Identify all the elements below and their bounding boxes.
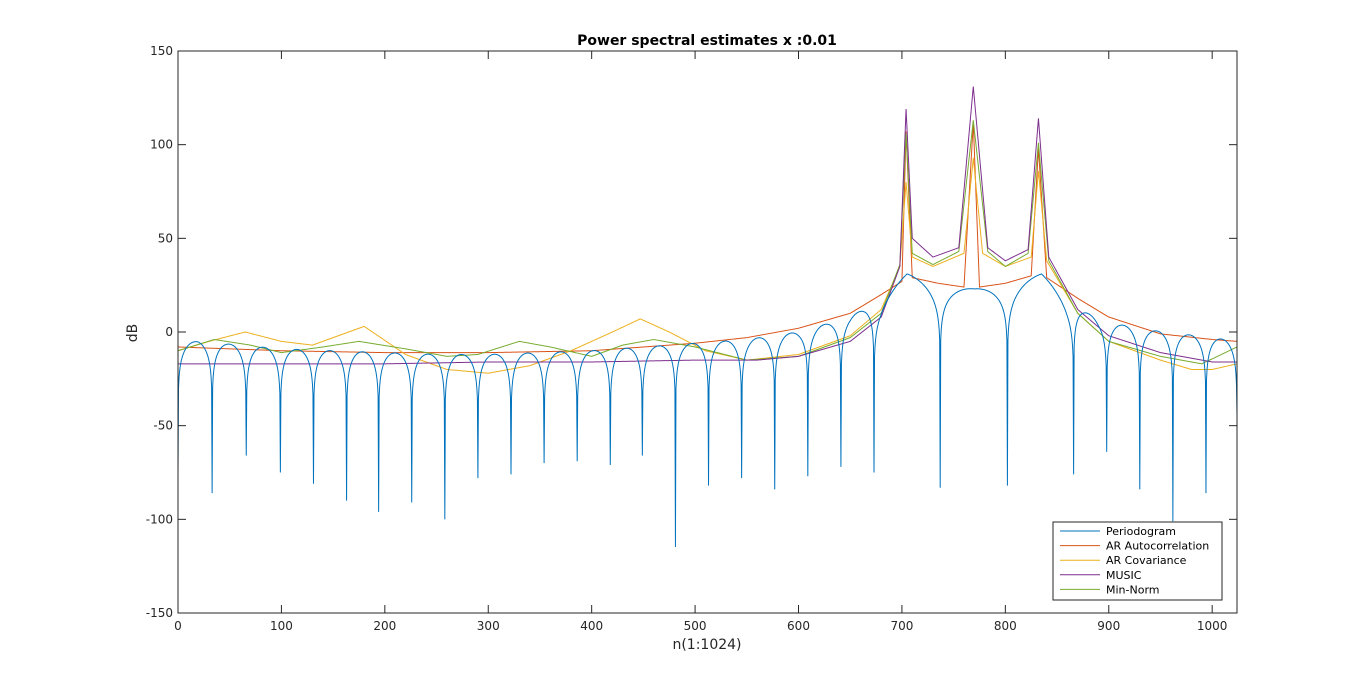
series-layer	[178, 86, 1237, 547]
x-tick-label: 700	[890, 619, 913, 633]
y-tick-label: -50	[153, 419, 173, 433]
x-tick-label: 100	[270, 619, 293, 633]
series-ar-autocorrelation-line	[178, 122, 1237, 354]
x-tick-label: 500	[684, 619, 707, 633]
legend-label: AR Autocorrelation	[1106, 540, 1209, 553]
legend-label: Min-Norm	[1106, 583, 1160, 596]
x-axis: 0 100 200 300 400 500 600 700 800 900 1000	[174, 51, 1227, 633]
series-periodogram-line	[178, 273, 1237, 547]
x-tick-label: 1000	[1197, 619, 1228, 633]
x-tick-label: 200	[373, 619, 396, 633]
y-axis: -150 -100 -50 0 50 100 150	[146, 44, 1237, 620]
legend-label: AR Covariance	[1106, 554, 1187, 567]
x-tick-label: 900	[1097, 619, 1120, 633]
x-axis-label: n(1:1024)	[672, 637, 741, 653]
x-tick-label: 800	[994, 619, 1017, 633]
series-min-norm-line	[178, 120, 1237, 365]
legend-box	[1052, 521, 1223, 601]
legend-label: Periodogram	[1106, 525, 1176, 538]
y-tick-label: -100	[146, 512, 173, 526]
y-tick-label: 0	[165, 325, 173, 339]
y-tick-label: 100	[150, 138, 173, 152]
legend-label: MUSIC	[1106, 569, 1142, 582]
x-tick-label: 400	[580, 619, 603, 633]
plot-area	[178, 51, 1237, 613]
series-music-line	[178, 86, 1237, 365]
y-tick-label: 150	[150, 44, 173, 58]
y-tick-label: 50	[158, 231, 173, 245]
x-tick-label: 0	[174, 619, 182, 633]
series-ar-covariance-line	[178, 157, 1237, 374]
y-axis-label: dB	[125, 324, 141, 343]
y-tick-label: -150	[146, 606, 173, 620]
x-tick-label: 300	[477, 619, 500, 633]
x-tick-label: 600	[787, 619, 810, 633]
chart-title: Power spectral estimates x :0.01	[577, 33, 837, 49]
